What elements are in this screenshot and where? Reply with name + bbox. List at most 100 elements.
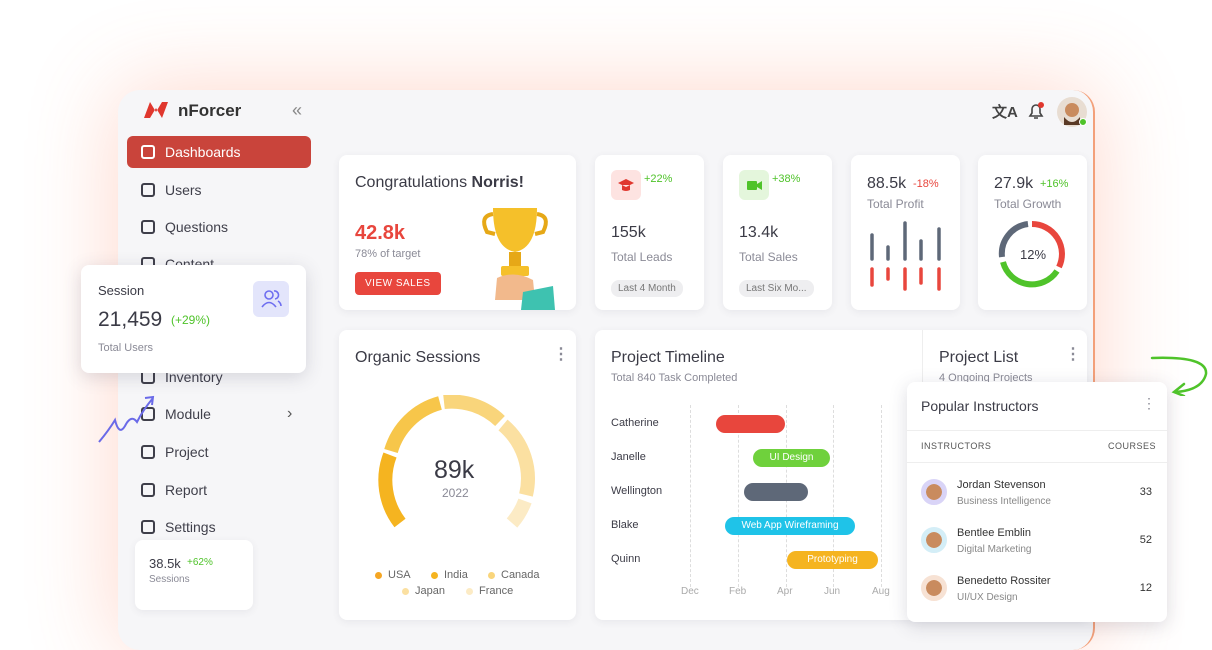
profit-sparkbars: [870, 221, 941, 291]
column-header: INSTRUCTORS: [921, 441, 992, 451]
row-name: Blake: [611, 519, 639, 531]
welcome-text: Congratulations: [355, 174, 468, 191]
menu-item[interactable]: Settings: [127, 511, 311, 543]
kebab-menu[interactable]: ⋮: [1142, 395, 1156, 411]
legend-label: India: [444, 569, 468, 581]
instructors-card: [907, 382, 1167, 622]
month-label: Aug: [872, 586, 890, 597]
sales-period: Last Six Mo...: [739, 280, 814, 297]
row-name: Janelle: [611, 451, 646, 463]
legend-label: France: [479, 585, 514, 597]
task-bar: [744, 483, 808, 501]
legend-label: USA: [388, 569, 411, 581]
row-name: Catherine: [611, 417, 659, 429]
instructor-name: Jordan Stevenson: [957, 479, 1046, 491]
month-label: Dec: [681, 586, 699, 597]
organic-gauge: [378, 395, 535, 528]
curved-arrow: [1150, 356, 1208, 396]
view-sales-button[interactable]: VIEW SALES: [355, 272, 441, 295]
leads-period: Last 4 Month: [611, 280, 683, 297]
organic-value: 89k: [434, 456, 475, 484]
leads-value: 155k: [611, 224, 646, 241]
chevron: ›: [287, 405, 293, 422]
row-name: Wellington: [611, 485, 663, 497]
session-change: (+29%): [171, 313, 211, 327]
legend-label: Canada: [501, 569, 540, 581]
grid-line: [833, 405, 834, 587]
sales-change: +38%: [772, 173, 801, 185]
instructor-avatar: [921, 575, 947, 601]
profit-value: 88.5k: [867, 175, 907, 192]
kebab-menu[interactable]: ⋮: [1065, 346, 1081, 363]
divider: [907, 462, 1167, 463]
task-bar: UI Design: [753, 449, 830, 467]
timeline-subtitle: Total 840 Task Completed: [611, 372, 738, 384]
instructor-field: UI/UX Design: [957, 592, 1018, 603]
profit-label: Total Profit: [867, 197, 924, 211]
growth-donut: [998, 221, 1065, 288]
brand: nForcer: [178, 101, 242, 120]
instructor-field: Business Intelligence: [957, 496, 1051, 507]
sessions-mini-card: [135, 540, 253, 610]
month-label: Apr: [777, 586, 793, 597]
instructor-avatar: [921, 527, 947, 553]
menu-icon: [141, 145, 155, 159]
sales-label: Total Sales: [739, 250, 798, 264]
legend-dot: [375, 572, 382, 579]
session-icon: [253, 281, 289, 317]
project-list-title: Project List: [939, 349, 1019, 366]
menu-item[interactable]: Report: [127, 474, 311, 506]
session-value: 21,459: [98, 308, 163, 331]
menu-item[interactable]: Users: [127, 174, 311, 206]
menu-icon: [141, 483, 155, 497]
task-bar: Prototyping: [787, 551, 878, 569]
welcome-target: 78% of target: [355, 248, 421, 260]
legend-dot: [431, 572, 438, 579]
sessions-mini-caption: Sessions: [149, 574, 190, 585]
menu-icon: [141, 183, 155, 197]
squiggle-arrow: [98, 395, 155, 443]
kebab-menu[interactable]: ⋮: [553, 346, 569, 363]
welcome-name: Norris!: [471, 174, 524, 191]
grid-line: [738, 405, 739, 587]
growth-label: Total Growth: [994, 197, 1062, 211]
welcome-title: Congratulations Norris!: [355, 174, 524, 192]
session-title: Session: [98, 283, 145, 298]
course-count: 12: [1139, 582, 1152, 594]
session-caption: Total Users: [98, 342, 154, 354]
instructor-name: Bentlee Emblin: [957, 527, 1031, 539]
sessions-mini-change: +62%: [187, 557, 213, 568]
month-label: Feb: [729, 586, 747, 597]
menu-item[interactable]: Questions: [127, 211, 311, 243]
user-avatar[interactable]: [1055, 95, 1089, 129]
welcome-amount: 42.8k: [355, 222, 406, 244]
menu-item[interactable]: Dashboards: [127, 136, 311, 168]
leads-icon: [611, 170, 641, 200]
menu-icon: [141, 220, 155, 234]
logo-icon: [144, 102, 168, 118]
project-list-subtitle: 4 Ongoing Projects: [939, 372, 1033, 384]
sales-icon: [739, 170, 769, 200]
instructor-name: Benedetto Rossiter: [957, 575, 1051, 587]
instructor-avatar: [921, 479, 947, 505]
instructors-title: Popular Instructors: [921, 398, 1039, 414]
growth-change: +16%: [1040, 178, 1069, 190]
page: {"brand":"nForcer", "sidebar":{"menu":["…: [98, 90, 1208, 650]
grid-line: [690, 405, 691, 587]
bell-icon[interactable]: [1026, 101, 1046, 121]
divider: [907, 430, 1167, 431]
column-header: COURSES: [1108, 441, 1157, 451]
legend-dot: [488, 572, 495, 579]
month-label: Jun: [824, 586, 841, 597]
task-bar: Web App Wireframing: [725, 517, 855, 535]
leads-label: Total Leads: [611, 250, 673, 264]
translate-icon[interactable]: 文A: [992, 104, 1018, 121]
organic-title: Organic Sessions: [355, 349, 481, 366]
menu-item[interactable]: Project: [127, 436, 311, 468]
task-bar: [716, 415, 785, 433]
collapse-button[interactable]: «: [292, 100, 303, 120]
instructor-field: Digital Marketing: [957, 544, 1032, 555]
trophy-illustration: [482, 208, 555, 310]
course-count: 52: [1139, 534, 1152, 546]
legend-label: Japan: [415, 585, 445, 597]
